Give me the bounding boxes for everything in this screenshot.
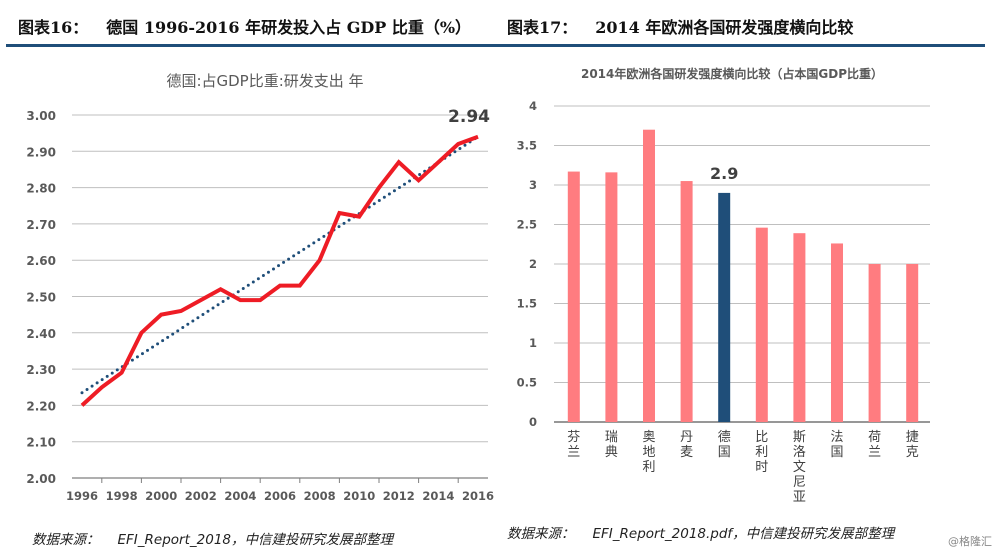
trendline	[80, 135, 480, 395]
x-tick-label: 斯洛文尼亚	[793, 430, 806, 505]
figure-17-title: 2014 年欧洲各国研发强度横向比较	[595, 18, 854, 37]
x-tick-label: 荷兰	[868, 430, 881, 460]
y-tick-label: 0.5	[517, 376, 537, 390]
y-tick-label: 2.10	[26, 436, 56, 450]
line-chart-end-label: 2.94	[448, 107, 490, 127]
y-tick-label: 2	[529, 257, 537, 271]
y-tick-label: 2.30	[26, 363, 56, 377]
y-tick-label: 3	[529, 178, 537, 192]
y-tick-label: 0	[529, 415, 537, 429]
y-tick-label: 2.40	[26, 327, 56, 341]
y-tick-label: 3.5	[517, 139, 537, 153]
figure-16-heading: 图表16： 德国 1996-2016 年研发投入占 GDP 比重（%）	[18, 14, 471, 38]
figure-17-number: 图表17：	[507, 18, 578, 37]
x-tick-label: 丹麦	[680, 430, 693, 460]
y-tick-label: 2.90	[26, 145, 56, 159]
y-tick-label: 2.80	[26, 182, 56, 196]
x-tick-label: 芬兰	[567, 430, 580, 460]
bar-4	[680, 181, 693, 422]
x-tick-label: 2010	[343, 489, 375, 503]
y-tick-label: 2.5	[517, 218, 537, 232]
y-tick-label: 1.5	[517, 297, 537, 311]
x-tick-label: 2000	[145, 489, 177, 503]
x-tick-label: 法国	[830, 430, 843, 460]
y-tick-label: 2.70	[26, 218, 56, 232]
bar-6	[755, 227, 768, 422]
figure-16-source-text: EFI_Report_2018，中信建投研究发展部整理	[117, 532, 394, 548]
x-tick-label: 1998	[106, 489, 138, 503]
data-line-germany	[80, 134, 479, 407]
y-tick-label: 2.20	[26, 399, 56, 413]
figure-17-heading: 图表17： 2014 年欧洲各国研发强度横向比较	[507, 14, 853, 38]
bar-chart: 2014年欧洲各国研发强度横向比较（占本国GDP比重） 0 0.5 1 1.5 2 2.5…	[517, 66, 930, 505]
x-tick-label: 2006	[264, 489, 296, 503]
figure-16-title: 德国 1996-2016 年研发投入占 GDP 比重（%）	[106, 18, 472, 37]
y-tick-label: 1	[529, 336, 537, 350]
x-tick-label: 捷克	[906, 430, 919, 460]
y-tick-label: 2.60	[26, 254, 56, 268]
bar-chart-title: 2014年欧洲各国研发强度横向比较（占本国GDP比重）	[581, 66, 883, 81]
bar-10	[906, 264, 919, 422]
x-tick-label: 2004	[224, 489, 256, 503]
bar-7	[793, 233, 806, 422]
y-tick-label: 2.50	[26, 291, 56, 305]
figure-17-source: 数据来源： EFI_Report_2018.pdf，中信建投研究发展部整理	[507, 522, 894, 542]
figure-17-source-label: 数据来源：	[507, 526, 575, 542]
figure-16-source-label: 数据来源：	[32, 532, 100, 548]
watermark: @格隆汇	[948, 535, 992, 548]
y-tick-label: 4	[529, 99, 537, 113]
line-chart-title: 德国:占GDP比重:研发支出 年	[166, 72, 363, 90]
x-tick-label: 1996	[66, 489, 98, 503]
x-tick-label: 瑞典	[605, 430, 618, 460]
y-tick-label: 3.00	[26, 109, 56, 123]
x-tick-label: 奥地利	[642, 430, 655, 475]
figure-16-title-rule	[6, 44, 500, 47]
x-tick-label: 比利时	[755, 430, 768, 475]
line-chart: 德国:占GDP比重:研发支出 年 2.00 2.10 2.20 2.30 2.40 2.5…	[26, 72, 494, 503]
x-tick-label: 2002	[185, 489, 217, 503]
bar-chart-highlight-label: 2.9	[710, 164, 738, 183]
bar-9	[868, 264, 881, 422]
bar-2	[605, 172, 618, 422]
y-tick-label: 2.00	[26, 472, 56, 486]
x-tick-label: 2008	[304, 489, 336, 503]
figure-16-number: 图表16：	[18, 18, 89, 37]
bar-1	[567, 171, 580, 422]
bar-8	[831, 243, 843, 422]
x-tick-label: 2014	[422, 489, 454, 503]
figure-17-title-rule	[500, 44, 985, 47]
x-tick-label: 2016	[462, 489, 494, 503]
bar-3	[643, 129, 655, 422]
figure-16-source: 数据来源： EFI_Report_2018，中信建投研究发展部整理	[32, 528, 393, 548]
x-tick-label: 2012	[383, 489, 415, 503]
bar-5	[718, 192, 731, 422]
x-tick-label: 德国	[718, 430, 731, 460]
figure-17-source-text: EFI_Report_2018.pdf，中信建投研究发展部整理	[592, 526, 895, 542]
